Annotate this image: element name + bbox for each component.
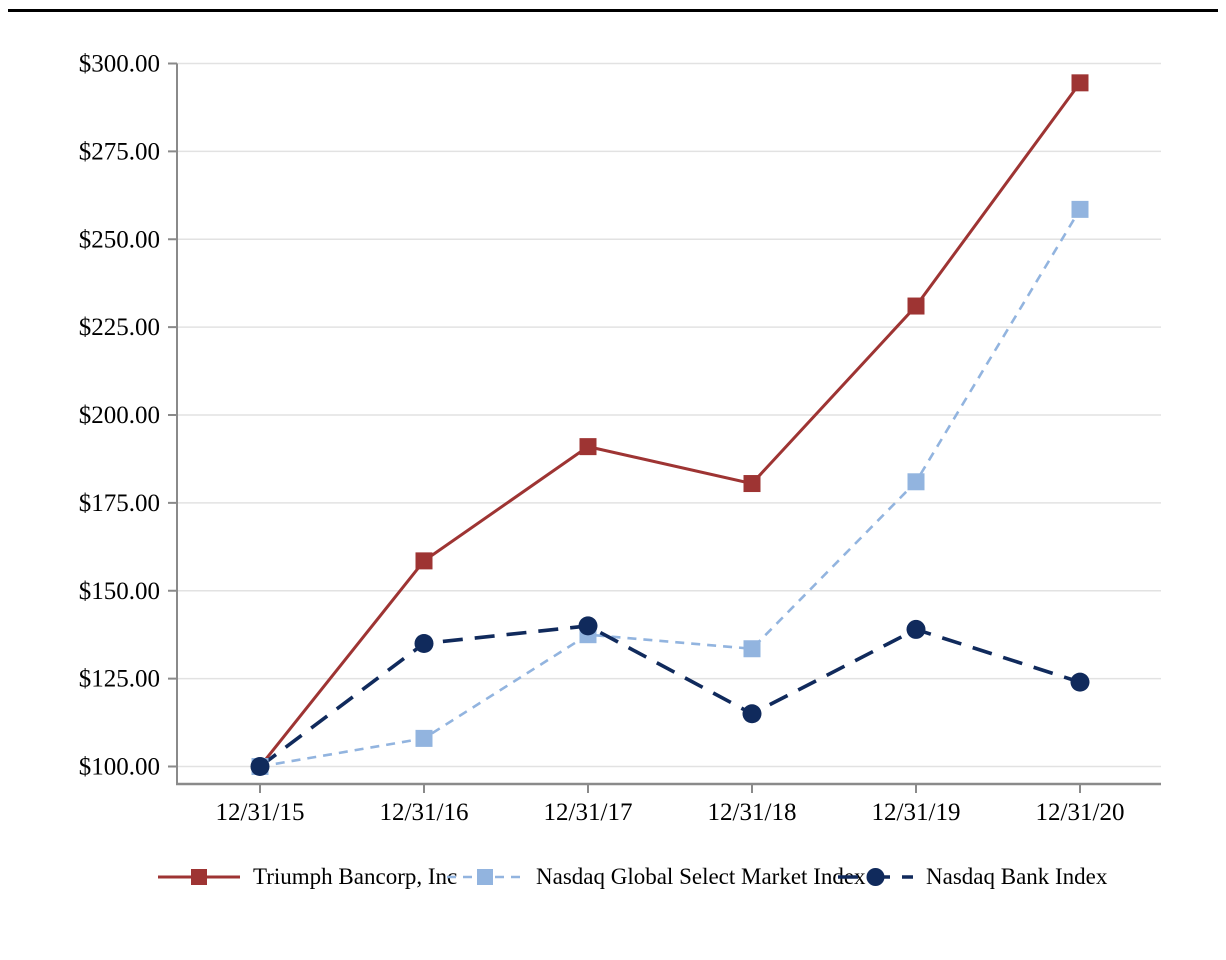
data-point-marker-series-0 xyxy=(743,475,761,493)
legend-label-triumph-bancorp: Triumph Bancorp, Inc xyxy=(253,864,458,889)
y-axis-label: $225.00 xyxy=(79,314,160,341)
legend-square-marker xyxy=(191,869,207,885)
legend-circle-marker xyxy=(866,868,885,886)
x-axis-label: 12/31/15 xyxy=(216,799,305,826)
y-axis-label: $300.00 xyxy=(79,51,160,78)
legend-item-nasdaq-bank: Nasdaq Bank Index xyxy=(838,864,1107,890)
data-point-marker-series-2 xyxy=(578,616,598,636)
data-point-marker-series-0 xyxy=(1071,74,1089,92)
legend-marker-triumph-bancorp xyxy=(158,869,240,885)
data-point-marker-series-0 xyxy=(415,552,433,570)
data-point-marker-series-1 xyxy=(743,640,761,658)
data-point-marker-series-2 xyxy=(250,757,270,776)
x-axis-label: 12/31/16 xyxy=(380,799,469,826)
legend-item-nasdaq-global-select: Nasdaq Global Select Market Index xyxy=(447,864,866,890)
data-point-marker-series-1 xyxy=(415,729,433,747)
legend-label-nasdaq-bank: Nasdaq Bank Index xyxy=(926,864,1108,889)
data-point-marker-series-1 xyxy=(1071,200,1089,218)
data-point-marker-series-1 xyxy=(907,473,925,491)
data-point-marker-series-2 xyxy=(1070,672,1090,692)
x-axis-label: 12/31/17 xyxy=(544,799,633,826)
legend-label-nasdaq-global-select: Nasdaq Global Select Market Index xyxy=(536,864,866,889)
legend-marker-nasdaq-global-select xyxy=(447,869,523,885)
data-point-marker-series-0 xyxy=(579,438,597,456)
data-point-marker-series-2 xyxy=(742,704,762,724)
y-axis-label: $275.00 xyxy=(79,138,160,165)
data-point-marker-series-2 xyxy=(414,633,434,653)
series-line-2 xyxy=(258,624,1081,768)
legend-square-marker xyxy=(477,869,493,885)
y-axis-label: $175.00 xyxy=(79,490,160,517)
series-line-0 xyxy=(258,81,1082,768)
legend-item-triumph-bancorp: Triumph Bancorp, Inc xyxy=(158,864,457,890)
x-axis-label: 12/31/19 xyxy=(872,799,961,826)
y-axis-label: $250.00 xyxy=(79,226,160,253)
data-point-marker-series-0 xyxy=(907,297,925,315)
top-divider-rule xyxy=(8,9,1218,12)
x-axis-label: 12/31/18 xyxy=(708,799,797,826)
y-axis-label: $100.00 xyxy=(79,754,160,781)
series-line-1 xyxy=(259,208,1082,768)
y-axis-label: $200.00 xyxy=(79,402,160,429)
y-axis-label: $150.00 xyxy=(79,578,160,605)
y-axis-label: $125.00 xyxy=(79,666,160,693)
x-axis-label: 12/31/20 xyxy=(1036,799,1125,826)
legend-marker-nasdaq-bank xyxy=(838,868,913,886)
stock-performance-chart: $300.00 $275.00 $250.00 $225.00 $200.00 $175.… xyxy=(79,51,1161,826)
data-point-marker-series-2 xyxy=(906,619,926,639)
